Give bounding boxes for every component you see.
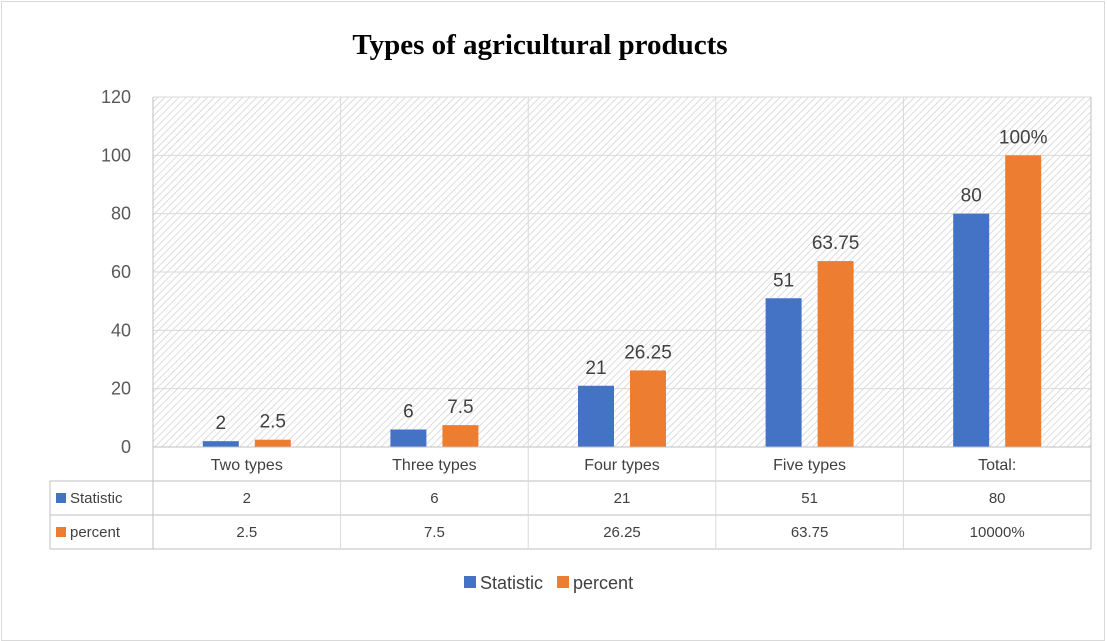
- data-label: 2.5: [260, 412, 286, 433]
- bar-percent: [630, 370, 666, 447]
- data-labels: 2 2.5 6 7.5 21 26.25 51 63.75 80 100%: [216, 127, 1048, 434]
- legend: Statistic percent: [464, 573, 633, 593]
- data-label: 6: [403, 402, 414, 423]
- data-label: 2: [216, 413, 227, 434]
- data-label: 100%: [999, 127, 1048, 148]
- category-label: Total:: [978, 457, 1016, 474]
- table-cell: 80: [989, 490, 1006, 507]
- y-tick-label: 20: [111, 379, 131, 399]
- table-cell: 21: [614, 490, 631, 507]
- table-cell: 26.25: [603, 524, 641, 541]
- category-label: Four types: [584, 457, 660, 474]
- data-label: 80: [961, 186, 982, 207]
- table-row-header: percent: [70, 524, 121, 541]
- table-cell: 2.5: [236, 524, 257, 541]
- table-cell: 6: [430, 490, 438, 507]
- table-cell: 2: [243, 490, 251, 507]
- chart-title: Types of agricultural products: [352, 29, 728, 61]
- y-tick-label: 0: [121, 437, 131, 457]
- table-row-header: Statistic: [70, 490, 123, 507]
- table-cell: 63.75: [791, 524, 829, 541]
- bar-statistic: [953, 213, 990, 447]
- category-label: Two types: [211, 457, 283, 474]
- data-table: Two types Three types Four types Five types…: [49, 97, 1092, 550]
- y-tick-label: 60: [111, 262, 131, 282]
- bar-statistic: [578, 385, 614, 447]
- bar-statistic: [765, 298, 802, 447]
- data-label: 63.75: [812, 233, 860, 254]
- category-label: Three types: [392, 457, 476, 474]
- y-tick-label: 120: [101, 87, 131, 107]
- legend-key-statistic: [464, 576, 476, 588]
- data-label: 51: [773, 270, 794, 291]
- bars: [202, 155, 1042, 448]
- chart-svg: 0 20 40 60 80 100 120 2 2.5 6 7.5 21 26.25 51 63.75 80…: [49, 87, 1092, 593]
- data-label: 21: [585, 358, 606, 379]
- data-label: 7.5: [447, 397, 473, 418]
- table-cell: 51: [801, 490, 818, 507]
- gridlines: [153, 96, 1091, 448]
- bar-percent: [442, 425, 479, 447]
- y-tick-label: 100: [101, 145, 131, 165]
- bar-statistic: [202, 441, 239, 447]
- y-tick-label: 80: [111, 204, 131, 224]
- table-legend-key-percent: [56, 527, 66, 537]
- category-label: Five types: [773, 457, 846, 474]
- bar-percent: [817, 261, 854, 447]
- data-label: 26.25: [624, 342, 672, 363]
- table-legend-key-statistic: [56, 493, 66, 503]
- y-axis-ticks: 0 20 40 60 80 100 120: [101, 87, 131, 457]
- legend-key-percent: [557, 576, 570, 588]
- bar-percent: [254, 439, 291, 447]
- table-cell: 7.5: [424, 524, 445, 541]
- table-cell: 10000%: [970, 524, 1025, 541]
- bar-statistic: [390, 429, 427, 447]
- bar-percent: [1005, 155, 1042, 448]
- legend-label: percent: [573, 573, 633, 593]
- legend-label: Statistic: [480, 573, 543, 593]
- y-tick-label: 40: [111, 320, 131, 340]
